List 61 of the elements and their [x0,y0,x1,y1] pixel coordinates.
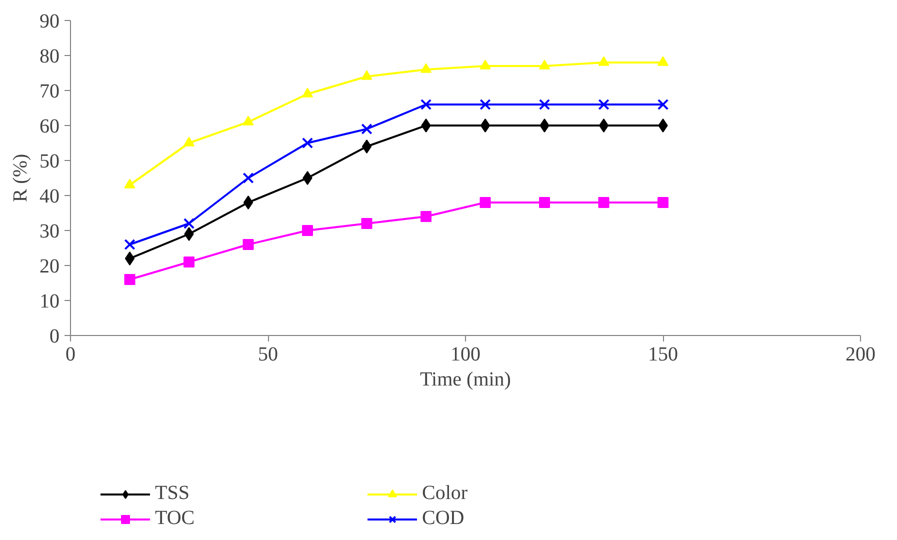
y-tick-label: 40 [40,186,60,208]
legend-label: COD [422,507,466,530]
x-tick-label: 150 [648,344,678,366]
point [361,70,372,80]
point [184,256,194,268]
y-tick-label: 10 [40,290,60,312]
x-tick-label: 0 [66,344,76,366]
x-tick-label: 50 [258,344,278,366]
point [538,98,550,110]
y-tick-label: 80 [40,46,60,68]
point [539,197,550,208]
y-axis-title: R (%) [10,154,32,202]
point [362,140,372,154]
point [124,274,136,285]
x-tick-label: 200 [846,344,876,366]
legend-label: TOC [155,507,196,530]
point [302,171,312,185]
point [242,239,254,250]
point [242,116,254,126]
point [540,118,550,132]
point [124,238,136,250]
point [421,118,431,132]
point [302,225,313,236]
point [598,197,610,208]
y-tick-label: 60 [40,116,60,138]
point [420,63,432,73]
point [480,60,491,70]
point [183,218,195,230]
point [242,172,254,184]
y-tick-label: 0 [50,326,60,348]
point [184,227,194,241]
point [124,178,136,188]
legend-label: TSS [155,482,190,505]
y-tick-label: 30 [40,220,60,242]
y-tick-label: 70 [40,80,60,102]
legend-label: Color [422,482,469,505]
x-axis-title: Time (min) [420,368,511,390]
y-tick-label: 90 [40,10,60,32]
y-tick-label: 50 [40,150,60,172]
point [598,56,610,66]
point [184,136,194,146]
point [539,60,550,70]
y-tick-label: 20 [40,256,60,278]
x-tick-label: 100 [450,344,480,366]
point [598,118,609,132]
point [480,118,490,132]
point [420,211,432,222]
point [361,218,372,229]
point [658,56,668,66]
point [480,197,491,208]
point [598,98,610,110]
point [302,88,313,98]
point [658,118,668,132]
point [243,196,254,210]
point [124,252,135,266]
point [420,98,432,110]
point [658,197,668,208]
point [302,137,314,149]
point [657,98,669,110]
point [361,123,372,135]
point [480,98,491,110]
